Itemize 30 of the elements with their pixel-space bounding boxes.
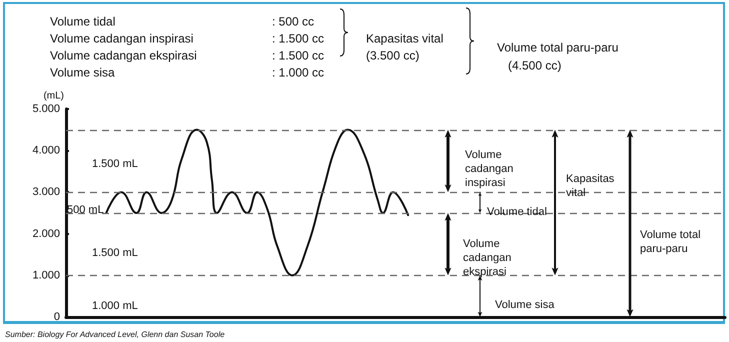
y-tick-label: 2.000 bbox=[32, 228, 60, 240]
text: Volume cadangan inspirasi bbox=[50, 32, 194, 46]
text: Sumber: Biology For Advanced Level, Glenn dan Susan Toole bbox=[5, 330, 226, 339]
annotation: 1.000 mL bbox=[92, 300, 138, 312]
text: Volume sisa bbox=[50, 66, 116, 80]
y-tick-label: 3.000 bbox=[32, 186, 60, 198]
text: Kapasitas vital bbox=[366, 32, 444, 46]
text: Volume cadangan ekspirasi bbox=[50, 48, 197, 62]
text: (3.500 cc) bbox=[366, 48, 420, 62]
text: : 1.000 cc bbox=[272, 66, 324, 80]
annotation: 500 mL bbox=[67, 204, 104, 216]
y-tick-label: 5.000 bbox=[32, 103, 60, 115]
y-tick-label: 1.000 bbox=[32, 269, 60, 282]
text: Volume tidal bbox=[50, 14, 116, 28]
y-tick-label: 0 bbox=[54, 311, 60, 323]
annotation: Kapasitas vital bbox=[566, 173, 615, 199]
text: (4.500 cc) bbox=[508, 58, 562, 72]
annotation: Volume tidal bbox=[487, 206, 547, 218]
annotation: 1.500 mL bbox=[92, 247, 138, 259]
annotation: Volume cadangan ekspirasi bbox=[463, 238, 512, 278]
annotation: Volume total paru-paru bbox=[640, 229, 701, 255]
annotation: Volume cadangan inspirasi bbox=[465, 149, 514, 189]
text: : 1.500 cc bbox=[272, 32, 324, 46]
annotation: Volume sisa bbox=[495, 299, 556, 311]
text: : 500 cc bbox=[272, 14, 314, 28]
annotation: 1.500 mL bbox=[92, 158, 138, 170]
text: Volume total paru-paru bbox=[497, 40, 618, 54]
text: : 1.500 cc bbox=[272, 48, 324, 62]
y-axis-title: (mL) bbox=[43, 90, 64, 102]
y-tick-label: 4.000 bbox=[32, 144, 60, 157]
